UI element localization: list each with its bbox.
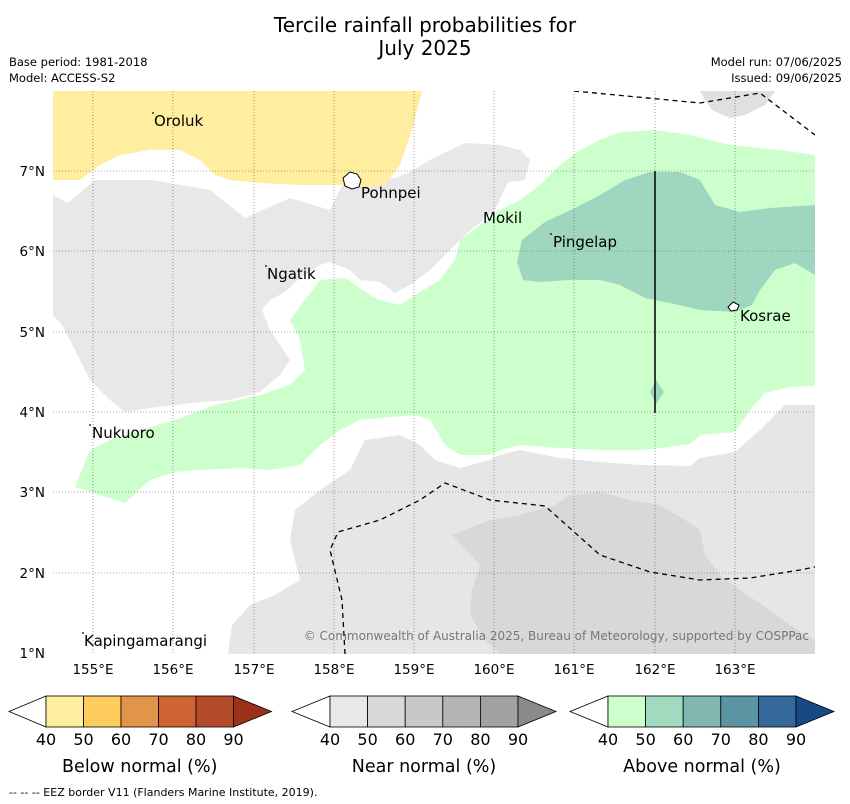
- lon-label-163e: 163°E: [714, 662, 755, 678]
- colorbar-below-lower-extend: [7, 695, 47, 728]
- colorbar-title: Near normal (%): [352, 757, 497, 777]
- kapingamarangi-atoll: [82, 632, 84, 634]
- colorbar-below-segment: [158, 695, 197, 728]
- model-run: Model run: 07/06/2025: [710, 55, 842, 69]
- near-normal-50-region: [452, 492, 815, 654]
- near-normal-region-ne: [700, 91, 775, 118]
- colorbar-below-segment: [83, 695, 122, 728]
- lon-label-161e: 161°E: [553, 662, 594, 678]
- colorbar-title: Above normal (%): [623, 757, 781, 777]
- meta-right: Model run: 07/06/2025 Issued: 09/06/2025: [711, 54, 842, 86]
- colorbar-below: 40 50 60 70 80 90 Below normal (%): [7, 695, 273, 777]
- lon-label-158e: 158°E: [313, 662, 354, 678]
- graticule: [53, 91, 815, 654]
- label-mokil: Mokil: [483, 209, 522, 227]
- colorbar-tick-label: 70: [433, 730, 453, 749]
- above-normal-50-sliver: [650, 380, 664, 404]
- lat-label-3n: 3°N: [20, 485, 45, 501]
- pingelap-atoll: [550, 233, 552, 235]
- meta-left: Base period: 1981-2018 Model: ACCESS-S2: [9, 54, 148, 86]
- lon-label-156e: 156°E: [152, 662, 193, 678]
- colorbar-tick-label: 40: [598, 730, 618, 749]
- lat-label-4n: 4°N: [20, 405, 45, 421]
- lat-label-1n: 1°N: [20, 646, 45, 662]
- title-line-1: Tercile rainfall probabilities for: [273, 13, 577, 37]
- colorbar-legends: 40 50 60 70 80 90 Below normal (%) 40 50 60 70 80 90…: [7, 695, 836, 777]
- colorbar-tick-label: 90: [223, 730, 243, 749]
- eez-footer-note: -- -- -- EEZ border V11 (Flanders Marine…: [9, 786, 318, 799]
- colorbar-near-lower-extend: [290, 695, 331, 728]
- colorbar-below-upper-extend: [233, 695, 273, 728]
- colorbar-tick-label: 90: [786, 730, 806, 749]
- colorbar-above-upper-extend: [795, 695, 836, 728]
- colorbar-above: 40 50 60 70 80 90 Above normal (%): [568, 695, 836, 777]
- colorbar-tick-label: 60: [673, 730, 693, 749]
- label-pohnpei: Pohnpei: [361, 184, 421, 202]
- map-plot-area: Oroluk Pohnpei Mokil Ngatik Pingelap Kos…: [53, 91, 815, 654]
- colorbar-tick-label: 80: [748, 730, 768, 749]
- base-period: Base period: 1981-2018: [9, 55, 148, 69]
- colorbar-tick-label: 80: [470, 730, 490, 749]
- colorbar-below-segment: [120, 695, 159, 728]
- nukuoro-atoll: [89, 424, 91, 426]
- label-oroluk: Oroluk: [154, 112, 203, 130]
- eez-border: [329, 91, 815, 654]
- colorbar-near-upper-extend: [517, 695, 558, 728]
- lat-label-6n: 6°N: [20, 244, 45, 260]
- lon-label-157e: 157°E: [233, 662, 274, 678]
- colorbar-below-segment: [195, 695, 234, 728]
- ngatik-atoll: [265, 265, 267, 267]
- label-ngatik: Ngatik: [267, 265, 316, 283]
- colorbar-above-segment: [758, 695, 797, 728]
- colorbar-above-segment: [682, 695, 722, 728]
- issued-date: Issued: 09/06/2025: [731, 71, 842, 85]
- colorbar-tick-label: 50: [357, 730, 377, 749]
- below-normal-region: [53, 91, 422, 188]
- colorbar-near-segment: [404, 695, 444, 728]
- kosrae-island: [727, 301, 740, 312]
- lon-label-155e: 155°E: [72, 662, 113, 678]
- colorbar-tick-label: 40: [36, 730, 56, 749]
- colorbar-below-segment: [45, 695, 84, 728]
- above-normal-50-region: [517, 172, 815, 312]
- colorbar-above-segment: [645, 695, 684, 728]
- lat-label-5n: 5°N: [20, 325, 45, 341]
- colorbar-title: Below normal (%): [62, 757, 217, 777]
- title-line-2: July 2025: [378, 36, 472, 60]
- copyright-text: © Commonwealth of Australia 2025, Bureau…: [304, 629, 809, 643]
- colorbar-near-segment: [367, 695, 406, 728]
- colorbar-tick-label: 90: [508, 730, 528, 749]
- colorbar-tick-label: 60: [395, 730, 415, 749]
- colorbar-tick-label: 40: [320, 730, 340, 749]
- lon-label-162e: 162°E: [634, 662, 675, 678]
- oroluk-atoll: [152, 112, 154, 114]
- lat-label-7n: 7°N: [20, 164, 45, 180]
- colorbar-near-segment: [479, 695, 519, 728]
- lat-label-2n: 2°N: [20, 566, 45, 582]
- label-kosrae: Kosrae: [740, 307, 791, 325]
- colorbar-tick-label: 60: [111, 730, 131, 749]
- model-name: Model: ACCESS-S2: [9, 71, 116, 85]
- colorbar-above-lower-extend: [568, 695, 609, 728]
- map-title: Tercile rainfall probabilities for July …: [0, 14, 850, 60]
- colorbar-near-segment: [442, 695, 481, 728]
- colorbar-tick-label: 50: [73, 730, 93, 749]
- near-normal-region-west: [53, 143, 530, 412]
- pohnpei-island: [342, 171, 362, 190]
- label-kapingamarangi: Kapingamarangi: [84, 632, 207, 650]
- lon-label-159e: 159°E: [393, 662, 434, 678]
- colorbar-near: 40 50 60 70 80 90 Near normal (%): [290, 695, 558, 777]
- colorbar-tick-label: 80: [186, 730, 206, 749]
- colorbar-tick-label: 70: [711, 730, 731, 749]
- colorbar-tick-label: 70: [148, 730, 168, 749]
- lon-label-160e: 160°E: [473, 662, 514, 678]
- colorbar-above-segment: [607, 695, 646, 728]
- colorbar-near-segment: [329, 695, 368, 728]
- label-pingelap: Pingelap: [553, 233, 617, 251]
- label-nukuoro: Nukuoro: [92, 424, 155, 442]
- colorbar-tick-label: 50: [635, 730, 655, 749]
- colorbar-above-segment: [720, 695, 759, 728]
